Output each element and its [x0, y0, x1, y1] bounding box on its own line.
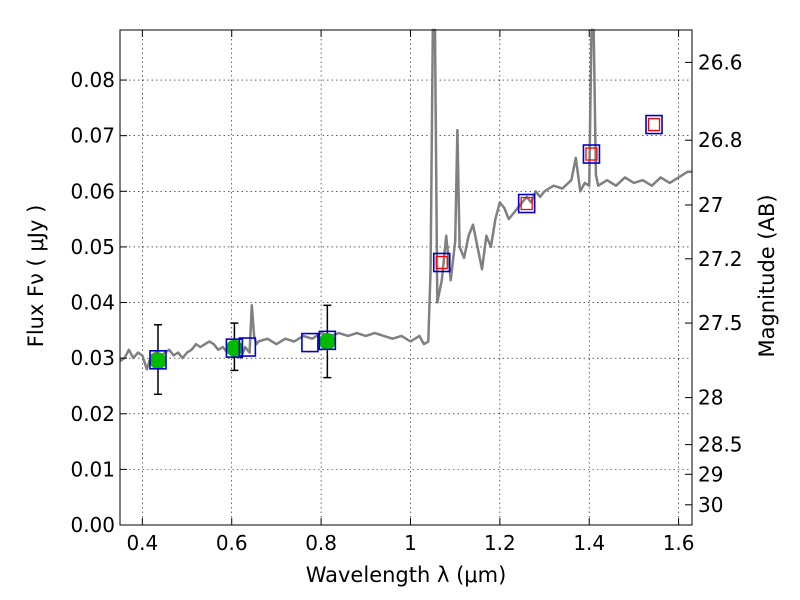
x-tick-label: 0.8 [305, 531, 337, 555]
magnitude-tick-label: 28.5 [698, 433, 743, 457]
magnitude-tick-label: 28 [698, 386, 723, 410]
x-tick-label: 1 [404, 531, 417, 555]
magnitude-tick-label: 30 [698, 493, 723, 517]
model-flux-box [225, 338, 244, 358]
y-tick-label: 0.03 [70, 346, 115, 370]
model-flux-box [432, 252, 451, 273]
magnitude-tick-label: 26.6 [698, 50, 743, 74]
model-flux-inner-box [435, 255, 448, 270]
model-flux-box [318, 330, 337, 351]
y-tick-label: 0.04 [70, 291, 115, 315]
y-tick-label: 0.00 [70, 513, 115, 537]
model-flux-box [301, 332, 319, 353]
y-tick-label: 0.05 [70, 235, 115, 259]
y-tick-label: 0.07 [70, 124, 115, 148]
y-tick-label: 0.02 [70, 402, 115, 426]
x-tick-label: 1.4 [573, 531, 605, 555]
model-layer [149, 114, 663, 370]
y-tick-label: 0.08 [70, 68, 115, 92]
magnitude-tick-label: 27.2 [698, 247, 743, 271]
model-spectrum-line [119, 28, 692, 371]
magnitude-tick-label: 26.8 [698, 128, 743, 152]
y-tick-label: 0.01 [70, 457, 115, 481]
model-flux-box [582, 144, 601, 164]
y-axis-label: Flux Fν ( μJy ) [24, 205, 48, 348]
grid [120, 30, 692, 526]
magnitude-axis-ticks: 26.6 26.8 27 27.2 27.5 28 28.5 29 30 [685, 50, 743, 517]
y-tick-label: 0.06 [70, 179, 115, 203]
observed-flux-point [149, 352, 167, 370]
magnitude-tick-label: 27 [698, 193, 723, 217]
model-flux-inner-box [585, 147, 598, 161]
magnitude-tick-label: 27.5 [698, 311, 743, 335]
x-axis-ticks: 0.4 0.6 0.8 1 1.2 1.4 1.6 [126, 30, 695, 555]
x-axis-label: Wavelength λ (μm) [306, 563, 507, 587]
magnitude-tick-label: 29 [698, 462, 723, 486]
model-flux-box [238, 337, 257, 357]
x-tick-label: 0.6 [216, 531, 248, 555]
y-axis-ticks: 0.00 0.01 0.02 0.03 0.04 0.05 0.06 0.07 0.08 [70, 68, 127, 537]
model-flux-box [517, 193, 536, 214]
model-flux-inner-box [647, 117, 661, 132]
model-flux-box [149, 350, 167, 370]
magnitude-axis-label: Magnitude (AB) [755, 194, 779, 357]
observed-flux-point [318, 332, 336, 350]
x-tick-label: 1.6 [663, 531, 695, 555]
model-flux-box [645, 114, 663, 135]
spectrum-layer [119, 28, 692, 371]
model-flux-inner-box [520, 196, 533, 211]
x-tick-label: 1.2 [484, 531, 516, 555]
plot-frame [119, 29, 693, 526]
x-tick-label: 0.4 [126, 531, 158, 555]
